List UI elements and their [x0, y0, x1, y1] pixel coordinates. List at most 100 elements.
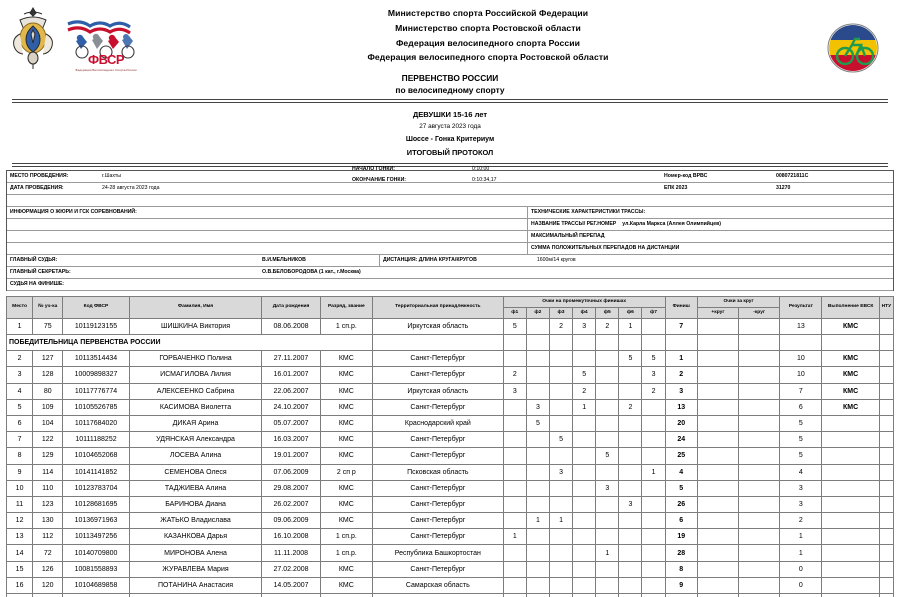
- lap-plus-cell: [696, 479, 740, 497]
- table-row[interactable]: 14 72 10140709800 МИРОНОВА Алена 11.11.2008 1…: [5, 544, 895, 562]
- sprint-6-cell: [618, 447, 643, 465]
- name-cell: ЖАТЬКО Владислава: [128, 512, 263, 530]
- sprint-2-cell: [525, 560, 550, 578]
- sprint-6-cell: [618, 592, 643, 597]
- finish-judge-label: СУДЬЯ НА ФИНИШЕ:: [10, 281, 65, 288]
- number-cell: 112: [32, 528, 64, 546]
- sprint-1-cell: [502, 512, 527, 530]
- rank-cell: 1 сп.р.: [319, 528, 373, 546]
- protocol-title: ИТОГОВЫЙ ПРОТОКОЛ: [406, 148, 494, 158]
- code-cell: 10105526785: [62, 398, 130, 416]
- region-cell: Санкт-Петербург: [371, 366, 504, 384]
- dates-value: 24-28 августа 2023 года: [102, 185, 160, 192]
- rank-cell: КМС: [319, 431, 373, 449]
- th-sprint-3: ф3: [548, 306, 574, 319]
- evsk-cell: [821, 592, 880, 597]
- sprint-5-cell: [595, 495, 620, 514]
- table-row[interactable]: 15 126 10081558893 ЖУРАВЛЕВА Мария 27.02.200…: [5, 560, 895, 578]
- table-row[interactable]: 13 112 10113497256 КАЗАНКОВА Дарья 16.10.200…: [5, 528, 895, 546]
- birth-cell: 08.06.2008: [261, 317, 321, 336]
- lap-plus-cell: [696, 560, 740, 578]
- ntu-cell: [878, 528, 895, 546]
- sprint-7-cell: [641, 495, 666, 514]
- birth-cell: 09.06.2009: [261, 512, 321, 530]
- info-row-sumdrop: СУММА ПОЛОЖИТЕЛЬНЫХ ПЕРЕПАДОВ НА ДИСТАНЦ…: [7, 242, 893, 255]
- table-row[interactable]: 10 110 10123783704 ТАДЖИЕВА Алина 29.08.2007…: [5, 479, 895, 497]
- divider-3: [12, 162, 888, 164]
- chief-judge-label: ГЛАВНЫЙ СУДЬЯ:: [10, 257, 58, 264]
- result-cell: 3: [779, 479, 823, 497]
- sprint-5-cell: [595, 414, 620, 433]
- info-row-place: МЕСТО ПРОВЕДЕНИЯ: г.Шахты Номер-код ВРВС…: [7, 171, 893, 183]
- region-cell: Самарская область: [371, 592, 504, 597]
- sprint-3-cell: [548, 576, 574, 595]
- sprint-6-cell: [618, 382, 643, 400]
- table-row[interactable]: 1712110104617817ЮДАКОВА Ирина01.05.2007К…: [5, 592, 895, 597]
- result-cell: 7: [779, 382, 823, 400]
- table-row[interactable]: 9 114 10141141852 СЕМЕНОВА Олеся 07.06.2009 2…: [5, 463, 895, 481]
- maxdrop-label: МАКСИМАЛЬНЫЙ ПЕРЕПАД: [527, 230, 893, 242]
- region-cell: Санкт-Петербург: [371, 512, 504, 530]
- sprint-5-cell: [595, 528, 620, 546]
- sprint-2-cell: 3: [525, 398, 550, 416]
- region-cell: Санкт-Петербург: [371, 350, 504, 368]
- finish-cell: 1: [664, 350, 698, 368]
- sprint-2-cell: 5: [525, 414, 550, 433]
- table-row[interactable]: 6 104 10117684020 ДИКАЯ Арина 05.07.2007 КМС К…: [5, 414, 895, 433]
- sprint-7-cell: 1: [641, 463, 666, 481]
- table-row[interactable]: 12 130 10136971963 ЖАТЬКО Владислава 09.06.2…: [5, 512, 895, 530]
- number-cell: 130: [32, 512, 64, 530]
- info-row-dates: ДАТА ПРОВЕДЕНИЯ: 24-28 августа 2023 года…: [7, 183, 893, 195]
- sprint-2-cell: [525, 431, 550, 449]
- place-label: МЕСТО ПРОВЕДЕНИЯ:: [10, 173, 69, 180]
- table-row[interactable]: 1 75 10119123155 ШИШКИНА Виктория 08.06.2008…: [5, 317, 895, 336]
- number-cell: 114: [32, 463, 64, 481]
- finish-cell: 8: [664, 560, 698, 578]
- rank-cell: КМС: [319, 576, 373, 595]
- table-row[interactable]: 16 120 10104689858 ПОТАНИНА Анастасия 14.05.…: [5, 576, 895, 595]
- th-finish: Финиш: [664, 295, 698, 319]
- table-row[interactable]: 2 127 10113514434 ГОРБАЧЕНКО Полина 27.11.20…: [5, 350, 895, 368]
- number-cell: 121: [32, 592, 64, 597]
- place-cell: 12: [5, 512, 34, 530]
- table-row[interactable]: 3 128 10009898327 ИСМАГИЛОВА Лилия 16.01.200…: [5, 366, 895, 384]
- number-cell: 80: [32, 382, 64, 400]
- info-row-maxdrop: МАКСИМАЛЬНЫЙ ПЕРЕПАД: [7, 230, 893, 243]
- birth-cell: 16.01.2007: [261, 366, 321, 384]
- result-cell: 0: [779, 576, 823, 595]
- lap-plus-cell: [696, 431, 740, 449]
- ntu-cell: [878, 414, 895, 433]
- sprint-5-cell: [595, 463, 620, 481]
- region-cell: Санкт-Петербург: [371, 528, 504, 546]
- number-cell: 128: [32, 366, 64, 384]
- number-cell: 104: [32, 414, 64, 433]
- th-code: Код ФВСР: [62, 295, 130, 319]
- ntu-cell: [878, 382, 895, 400]
- name-cell: ТАДЖИЕВА Алина: [128, 479, 263, 497]
- ntu-cell: [878, 479, 895, 497]
- table-row[interactable]: 7 122 10111188252 УДЯНСКАЯ Александра 16.03.…: [5, 431, 895, 449]
- distance-value: 1600м/14 кругов: [536, 257, 576, 264]
- sprint-2-cell: [525, 317, 550, 336]
- discipline-title: Шоссе - Гонка Критериум: [405, 135, 495, 143]
- table-row[interactable]: 11 123 10128681695 БАРИНОВА Диана 26.02.2007…: [5, 495, 895, 514]
- finish-cell: 10: [664, 592, 698, 597]
- divider-2: [12, 102, 888, 104]
- rostov-region-cycling-logo: [816, 4, 890, 74]
- sprint-2-cell: [525, 382, 550, 400]
- table-row[interactable]: 5 109 10105526785 КАСИМОВА Виолетта 24.10.20…: [5, 398, 895, 416]
- name-cell: ЛОСЕВА Алина: [128, 447, 263, 465]
- event-date: 27 августа 2023 года: [419, 122, 481, 130]
- birth-cell: 24.10.2007: [261, 398, 321, 416]
- finish-cell: 9: [664, 576, 698, 595]
- sprint-4-cell: [572, 560, 597, 578]
- finish-cell: 3: [664, 382, 698, 400]
- evsk-cell: [821, 544, 880, 562]
- place-value: г.Шахты: [102, 173, 121, 180]
- table-row[interactable]: 4 80 10117776774 АЛЕКСЕЕНКО Сабрина 22.06.20…: [5, 382, 895, 400]
- rank-cell: 1 сп.р.: [319, 544, 373, 562]
- sprint-5-cell: 1: [595, 544, 620, 562]
- organizer-line-1: Министерство спорта Российской Федерации: [387, 8, 589, 18]
- sprint-1-cell: [502, 495, 527, 514]
- table-row[interactable]: 8 129 10104652068 ЛОСЕВА Алина 19.01.2007 КМС…: [5, 447, 895, 465]
